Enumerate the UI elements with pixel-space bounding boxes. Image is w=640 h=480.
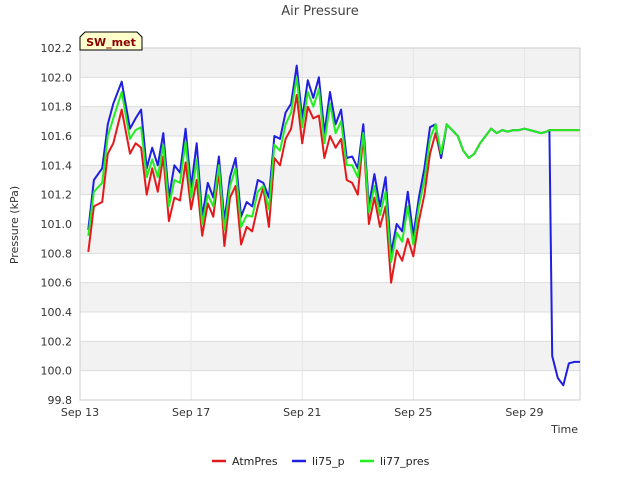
y-tick-label: 100.6 bbox=[41, 277, 73, 290]
y-tick-labels: 99.8 100.0 100.2 100.4 100.6 100.8 101.0 101.2 1… bbox=[41, 42, 73, 407]
y-axis-title: Pressure (kPa) bbox=[8, 186, 21, 264]
plot-band bbox=[80, 341, 580, 371]
x-tick-label: Sep 29 bbox=[505, 406, 543, 419]
x-tick-label: Sep 13 bbox=[61, 406, 99, 419]
plot-band bbox=[80, 282, 580, 312]
x-axis-title: Time bbox=[550, 423, 578, 436]
x-tick-label: Sep 25 bbox=[394, 406, 432, 419]
legend-label: li77_pres bbox=[380, 455, 430, 468]
plot-band bbox=[80, 165, 580, 195]
plot-band bbox=[80, 48, 580, 78]
y-tick-label: 101.8 bbox=[41, 101, 73, 114]
y-tick-label: 100.4 bbox=[41, 306, 73, 319]
chart-title: Air Pressure bbox=[281, 4, 359, 19]
y-tick-label: 101.4 bbox=[41, 159, 73, 172]
y-tick-label: 99.8 bbox=[48, 394, 73, 407]
series-layer bbox=[87, 64, 580, 387]
x-tick-label: Sep 21 bbox=[283, 406, 321, 419]
y-tick-label: 101.0 bbox=[41, 218, 73, 231]
station-badge: SW_met bbox=[79, 31, 143, 51]
y-tick-label: 100.2 bbox=[41, 335, 73, 348]
series-line-li77_pres bbox=[87, 76, 580, 264]
plot-frame bbox=[79, 47, 581, 401]
y-tick-label: 101.6 bbox=[41, 130, 73, 143]
y-tick-label: 100.8 bbox=[41, 247, 73, 260]
legend-label: li75_p bbox=[312, 455, 345, 468]
station-badge-label: SW_met bbox=[86, 36, 136, 49]
y-tick-label: 100.0 bbox=[41, 365, 73, 378]
legend-label: AtmPres bbox=[232, 455, 278, 468]
x-tick-label: Sep 17 bbox=[172, 406, 210, 419]
plot-band bbox=[80, 106, 580, 136]
x-tick-labels: Sep 13 Sep 17 Sep 21 Sep 25 Sep 29 bbox=[61, 406, 544, 419]
y-tick-label: 102.2 bbox=[41, 42, 73, 55]
y-tick-label: 102.0 bbox=[41, 71, 73, 84]
legend: AtmPres li75_p li77_pres bbox=[212, 455, 430, 468]
plot-band bbox=[80, 224, 580, 254]
y-tick-label: 101.2 bbox=[41, 189, 73, 202]
